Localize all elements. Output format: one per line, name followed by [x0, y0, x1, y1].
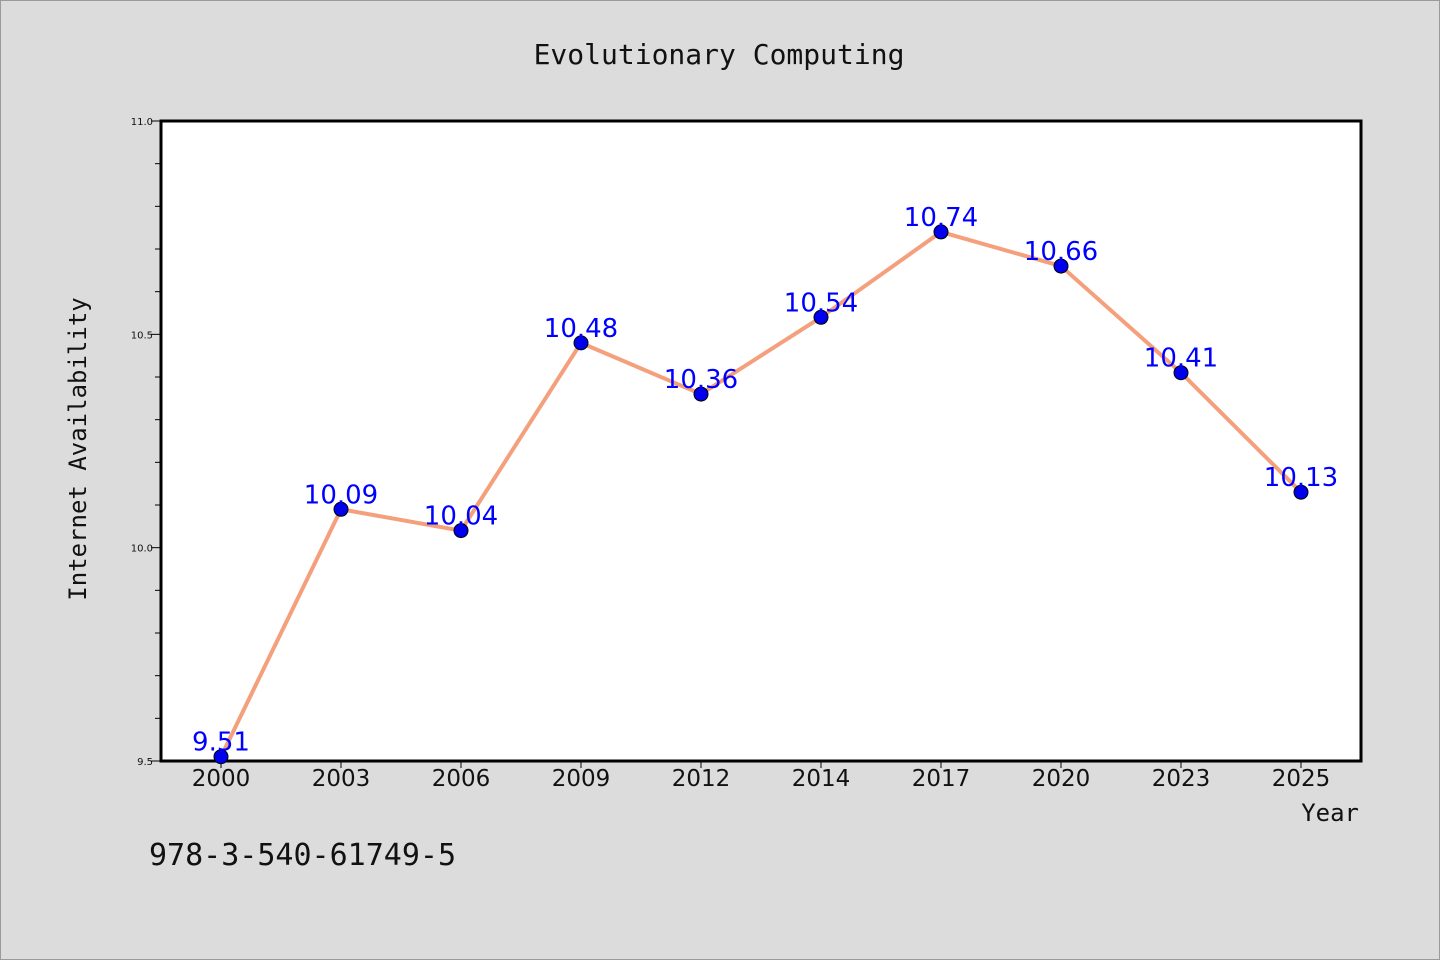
- y-tick-label: 10.5: [131, 330, 153, 341]
- data-label: 10.48: [544, 314, 618, 344]
- data-point: [453, 523, 469, 539]
- data-labels: 9.51 10.09 10.04 10.48 10.36 10.54 10.74 10.66 1…: [192, 203, 1338, 758]
- data-label: 10.66: [1024, 237, 1098, 267]
- x-tick-label: 2025: [1272, 766, 1331, 792]
- data-point: [333, 501, 349, 517]
- data-label: 10.74: [904, 203, 978, 233]
- data-label: 9.51: [192, 728, 250, 758]
- x-tick-label: 2017: [912, 766, 971, 792]
- x-tick-label: 2000: [192, 766, 251, 792]
- data-point: [213, 749, 229, 765]
- y-tick-label: 10.0: [131, 544, 153, 555]
- x-tick-label: 2009: [552, 766, 611, 792]
- data-point: [573, 335, 589, 351]
- y-tick-label: 11.0: [131, 117, 153, 128]
- series-layer: [213, 224, 1309, 765]
- data-label: 10.09: [304, 480, 378, 510]
- x-tick-label: 2006: [432, 766, 491, 792]
- data-point: [813, 309, 829, 325]
- y-tick-label: 9.5: [137, 757, 153, 768]
- data-label: 10.13: [1264, 463, 1338, 493]
- y-axis: 9.5 10.0 10.5 11.0: [131, 117, 161, 768]
- x-tick-label: 2014: [792, 766, 851, 792]
- data-label: 10.36: [664, 365, 738, 395]
- data-point: [933, 224, 949, 240]
- data-label: 10.41: [1144, 344, 1218, 374]
- x-tick-label: 2020: [1032, 766, 1091, 792]
- data-label: 10.54: [784, 288, 858, 318]
- data-point: [1053, 258, 1069, 274]
- data-point: [1173, 365, 1189, 381]
- data-point: [693, 386, 709, 402]
- x-tick-label: 2023: [1152, 766, 1211, 792]
- plot-area: [159, 119, 1363, 763]
- chart-title: Evolutionary Computing: [534, 38, 905, 71]
- data-label: 10.04: [424, 502, 498, 532]
- series-line: [219, 229, 1303, 759]
- y-axis-title: Internet Availability: [64, 297, 92, 600]
- x-tick-label: 2003: [312, 766, 371, 792]
- isbn-text: 978-3-540-61749-5: [149, 838, 456, 873]
- data-point: [1293, 484, 1309, 500]
- x-axis: 2000 2003 2006 2009 2012 2014 2017 2020 2023 2025: [192, 761, 1331, 792]
- x-axis-title: Year: [1301, 799, 1359, 827]
- x-tick-label: 2012: [672, 766, 731, 792]
